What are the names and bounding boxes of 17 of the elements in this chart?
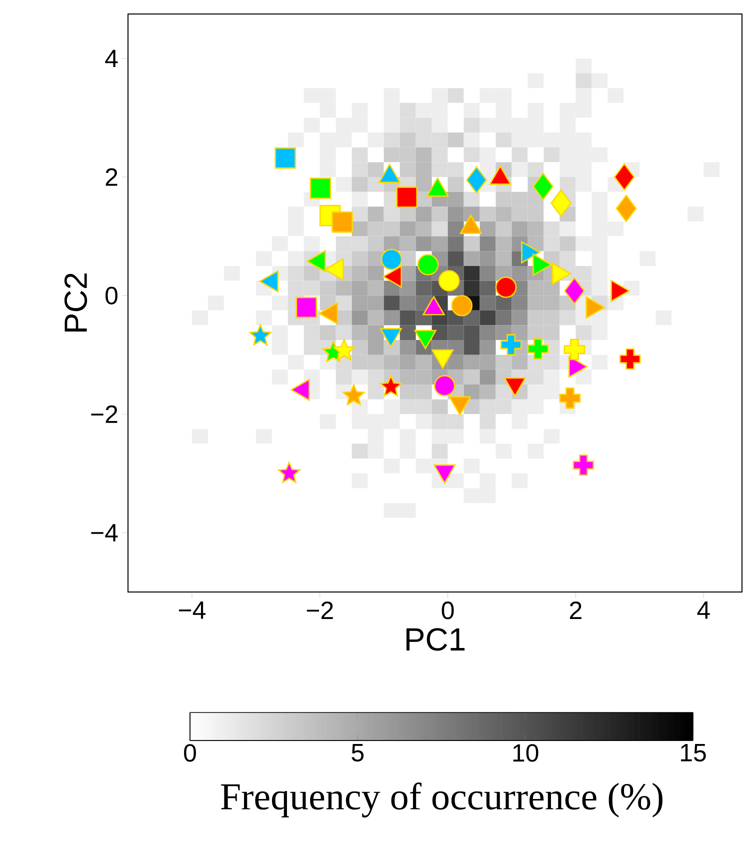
y-tick-label: −4 <box>91 524 118 542</box>
x-tick-label: 2 <box>570 602 582 619</box>
y-tick-label: 2 <box>106 168 118 186</box>
x-tick-label: 0 <box>442 602 454 620</box>
y-tick-label: 0 <box>106 286 118 304</box>
y-tick-label: 4 <box>105 50 118 68</box>
color-bar-label: 10 <box>513 744 538 762</box>
x-tick-label: 4 <box>697 602 710 619</box>
color-bar-label: 0 <box>184 744 196 762</box>
y-axis-title: PC2 <box>64 273 88 332</box>
x-tick-label: −2 <box>306 602 333 619</box>
y-tick-label: −2 <box>91 405 118 423</box>
color-bar-title: Frequency of occurrence (%) <box>221 782 662 818</box>
color-bar-label: 5 <box>352 744 364 762</box>
x-axis-title: PC1 <box>406 628 465 651</box>
color-bar-label: 15 <box>681 744 706 762</box>
x-tick-label: −4 <box>178 602 206 619</box>
